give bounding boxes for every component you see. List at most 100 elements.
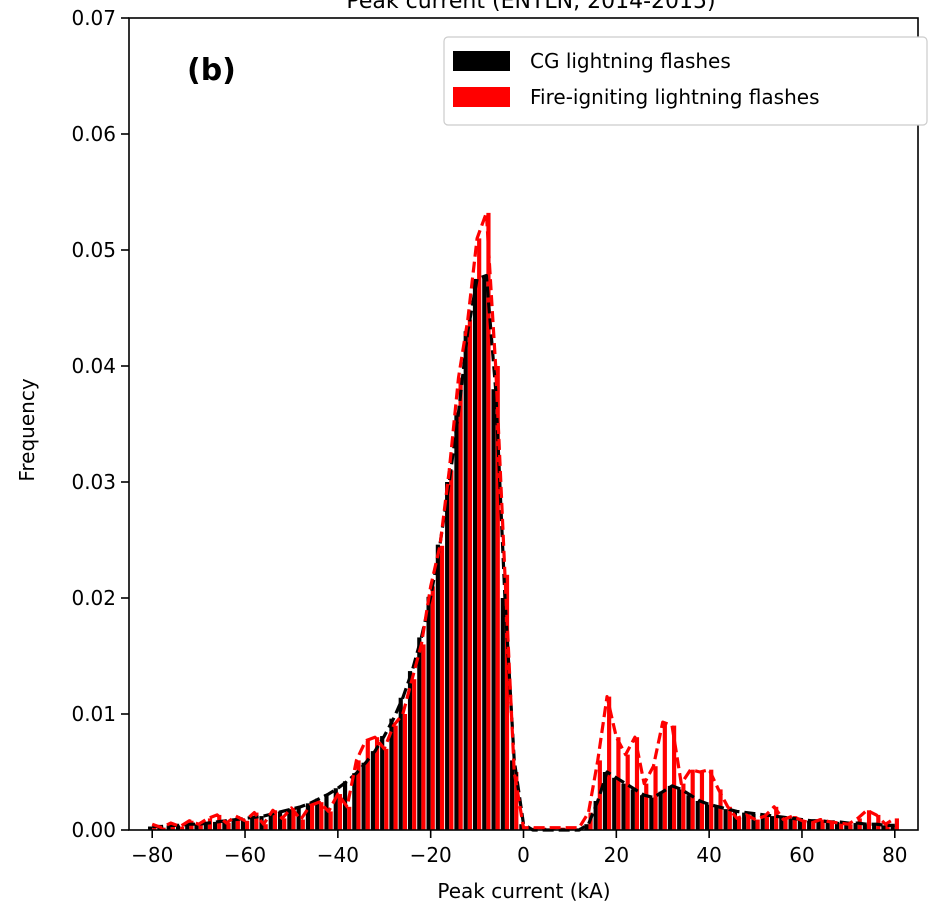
cg-bar [370,751,375,830]
y-tick-label: 0.01 [71,702,116,726]
fire-bar [885,824,890,830]
fire-bar [736,818,742,830]
cg-bar [612,777,617,830]
cg-bar [519,824,524,830]
cg-bar [834,821,840,830]
fire-bar [607,696,612,830]
fire-bar [467,319,472,830]
fire-bar [755,819,760,830]
fire-bar [393,725,398,830]
cg-bar [417,637,422,830]
fire-bar [282,818,287,830]
cg-bar [797,819,802,830]
cg-bar [166,825,171,830]
cg-bar [445,482,450,830]
cg-bar [463,331,468,830]
cg-bar [769,816,775,830]
fire-bar [198,824,203,830]
fire-bar [774,806,779,830]
fire-bar [848,824,853,830]
y-tick-label: 0.02 [71,586,116,610]
legend-label-fire: Fire-igniting lightning flashes [530,85,819,109]
cg-bar [296,806,301,830]
x-tick-label: −20 [410,843,452,867]
cg-bar [667,785,673,830]
fire-bar [347,806,352,830]
cg-bar [175,825,181,830]
y-tick-label: 0.06 [71,122,116,146]
fire-bar [672,725,677,830]
fire-bar [272,810,278,830]
legend: CG lightning flashes Fire-igniting light… [443,36,928,126]
fire-bar [876,814,881,830]
cg-bar [872,824,877,830]
cg-bar [287,809,292,830]
x-tick-label: 20 [604,843,629,867]
fire-bar [634,737,640,830]
cg-bar [240,818,246,830]
cg-bar [630,789,635,830]
cg-bar [649,797,654,830]
fire-bar [477,238,482,830]
fire-bar [839,823,844,830]
x-axis-label: Peak current (kA) [437,879,610,903]
x-tick-label: −80 [131,843,173,867]
bars-layer [148,212,899,830]
fire-bar [412,679,417,830]
fire-bar [161,827,166,830]
fire-bar [337,794,343,830]
fire-bar [727,806,732,830]
fire-bar [374,737,380,830]
fire-bar [226,823,231,830]
fire-bar [820,819,825,830]
y-tick-label: 0.05 [71,238,116,262]
cg-bar [751,813,756,830]
cg-bar [890,825,895,830]
x-axis: −80 −60 −40 −20 0 20 40 60 80 [131,830,908,867]
fire-bar [430,586,435,830]
plot-area-frame [128,17,919,831]
fire-bar [421,644,426,830]
fire-bar [504,574,510,830]
y-axis-label: Frequency [15,378,39,481]
fire-bar [458,377,463,830]
cg-bar [491,389,496,830]
fire-bar [356,760,361,830]
cg-bar [203,823,208,830]
cg-bar [639,795,645,830]
fire-bar [402,714,408,830]
y-tick-label: 0.00 [71,818,116,842]
fire-bar [894,818,899,830]
fire-bar [597,760,602,830]
fire-bar [866,810,872,830]
cg-bar [593,801,598,830]
fire-bar [616,737,621,830]
panel-label: (b) [187,53,236,88]
y-tick-label: 0.04 [71,354,116,378]
fire-bar [235,816,240,830]
cg-bar [315,798,320,830]
fire-bar [449,470,454,830]
cg-bar [760,814,765,830]
cg-bar [742,812,747,830]
fire-bar [690,769,695,830]
fire-bar [310,805,315,830]
fire-bar [681,783,686,830]
cg-bar [723,809,728,830]
x-tick-label: 60 [789,843,814,867]
legend-box [443,36,928,126]
cg-bar [482,275,487,830]
fire-bar [801,820,807,830]
cg-bar [222,820,227,830]
cg-bar [250,817,255,830]
cg-bar [407,671,413,830]
fire-bar [319,802,324,830]
fire-bar [291,807,296,830]
cg-bar [732,811,737,830]
cg-bar [602,772,608,830]
cg-bar [658,791,663,830]
fire-bar [245,820,250,830]
cg-bar [185,824,190,830]
legend-swatch-fire [453,87,510,107]
